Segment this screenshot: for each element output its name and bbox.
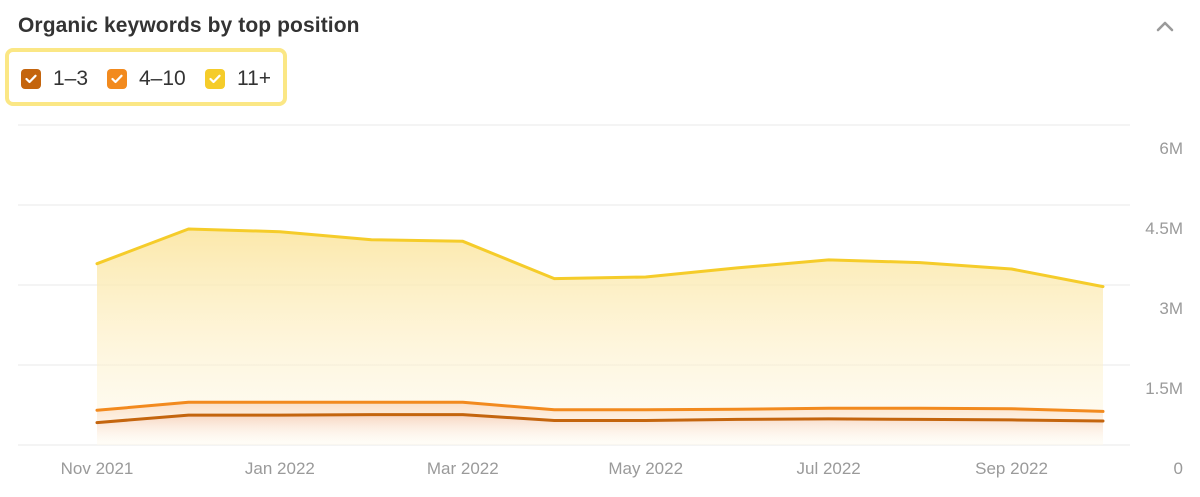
x-tick-label: May 2022 [608, 459, 683, 478]
legend-label-4-10: 4–10 [139, 67, 186, 90]
checkmark-icon [25, 74, 37, 84]
series-line-4-10 [95, 400, 1105, 413]
x-tick-label: Nov 2021 [61, 459, 134, 478]
series-line-1-3 [95, 413, 1105, 425]
legend-checkbox-11-plus[interactable] [205, 69, 225, 89]
collapse-button[interactable] [1152, 14, 1178, 40]
x-tick-label: Mar 2022 [427, 459, 499, 478]
legend-item-1-3[interactable]: 1–3 [21, 67, 88, 91]
checkmark-icon [209, 74, 221, 84]
y-tick-label: 3M [1159, 299, 1183, 318]
series-area-1-3 [97, 414, 1103, 445]
y-axis: 0 1.5M 3M 4.5M 6M [1145, 139, 1183, 478]
legend: 1–3 4–10 11+ [5, 48, 287, 106]
x-tick-label: Sep 2022 [975, 459, 1048, 478]
series-area-11 [97, 229, 1103, 445]
chart-title: Organic keywords by top position [18, 14, 360, 37]
legend-item-4-10[interactable]: 4–10 [107, 67, 186, 91]
series-line-11 [95, 227, 1105, 289]
y-tick-label: 6M [1159, 139, 1183, 158]
chevron-up-icon [1156, 21, 1174, 32]
y-tick-label: 4.5M [1145, 219, 1183, 238]
y-tick-label: 1.5M [1145, 379, 1183, 398]
checkmark-icon [111, 74, 123, 84]
series-areas [97, 229, 1103, 445]
legend-label-11-plus: 11+ [237, 67, 272, 90]
x-axis: Nov 2021 Jan 2022 Mar 2022 May 2022 Jul 2022… [61, 459, 1048, 478]
legend-checkbox-1-3[interactable] [21, 69, 41, 89]
series-lines [95, 227, 1105, 425]
legend-checkbox-4-10[interactable] [107, 69, 127, 89]
legend-label-1-3: 1–3 [53, 67, 89, 90]
y-tick-label: 0 [1174, 459, 1183, 478]
legend-item-11-plus[interactable]: 11+ [205, 67, 271, 91]
x-tick-label: Jul 2022 [796, 459, 860, 478]
x-tick-label: Jan 2022 [245, 459, 315, 478]
